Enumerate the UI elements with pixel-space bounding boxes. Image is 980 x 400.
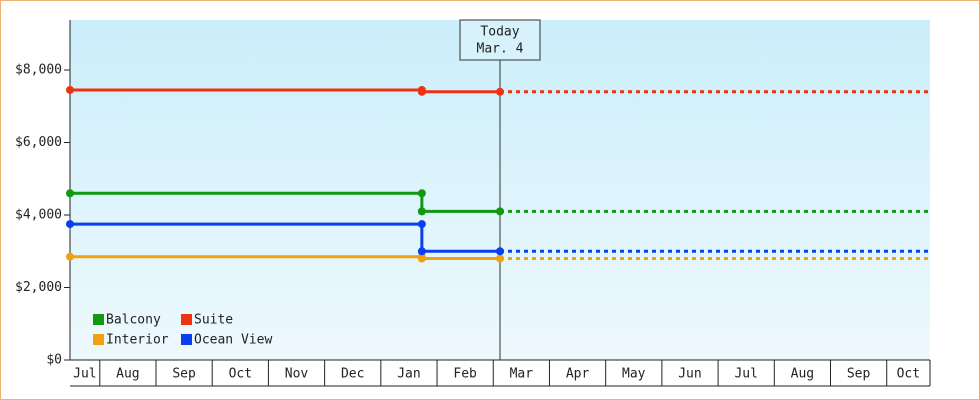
x-tick-label: Jul: [73, 367, 96, 382]
y-tick-label: $4,000: [15, 208, 62, 223]
today-box: [459, 19, 541, 61]
y-tick-label: $2,000: [15, 280, 62, 295]
x-tick-label: Mar: [510, 367, 534, 382]
price-point: [417, 87, 426, 96]
y-tick-label: $6,000: [15, 135, 62, 150]
x-tick-label: Nov: [285, 367, 309, 382]
x-tick-label: Jun: [678, 367, 701, 382]
price-point: [66, 252, 74, 261]
price-point: [417, 254, 426, 263]
legend-swatch: [181, 334, 192, 345]
legend-swatch: [93, 334, 104, 345]
legend-swatch: [181, 314, 192, 325]
price-line: [70, 222, 500, 253]
today-label: Today: [480, 25, 519, 40]
legend-swatch: [93, 314, 104, 325]
x-tick-label: Aug: [116, 367, 139, 382]
x-tick-label: Dec: [341, 367, 364, 382]
price-line: [70, 191, 500, 213]
x-tick-label: Apr: [566, 367, 590, 382]
price-point: [496, 247, 504, 256]
price-point: [417, 247, 426, 256]
price-point: [66, 85, 74, 94]
x-tick-label: May: [622, 367, 646, 382]
price-point: [496, 207, 504, 216]
legend-label: Suite: [194, 313, 233, 328]
legend-label: Interior: [106, 333, 169, 348]
x-tick-label: Jan: [397, 367, 420, 382]
price-point: [417, 189, 426, 198]
price-point: [496, 254, 504, 263]
price-point: [417, 220, 426, 229]
x-tick-label: Sep: [172, 367, 196, 382]
legend-label: Balcony: [106, 313, 161, 328]
x-tick-label: Oct: [229, 367, 252, 382]
y-tick-label: $0: [46, 353, 62, 368]
y-tick-label: $8,000: [15, 63, 62, 78]
x-tick-label: Sep: [847, 367, 871, 382]
x-tick-label: Aug: [791, 367, 814, 382]
x-tick-label: Jul: [734, 367, 757, 382]
x-tick-label: Feb: [453, 367, 477, 382]
price-point: [66, 189, 74, 198]
legend-label: Ocean View: [194, 333, 272, 348]
price-point: [496, 87, 504, 96]
price-point: [66, 220, 74, 229]
price-point: [417, 207, 426, 216]
today-label: Mar. 4: [477, 42, 524, 57]
x-tick-label: Oct: [897, 367, 920, 382]
